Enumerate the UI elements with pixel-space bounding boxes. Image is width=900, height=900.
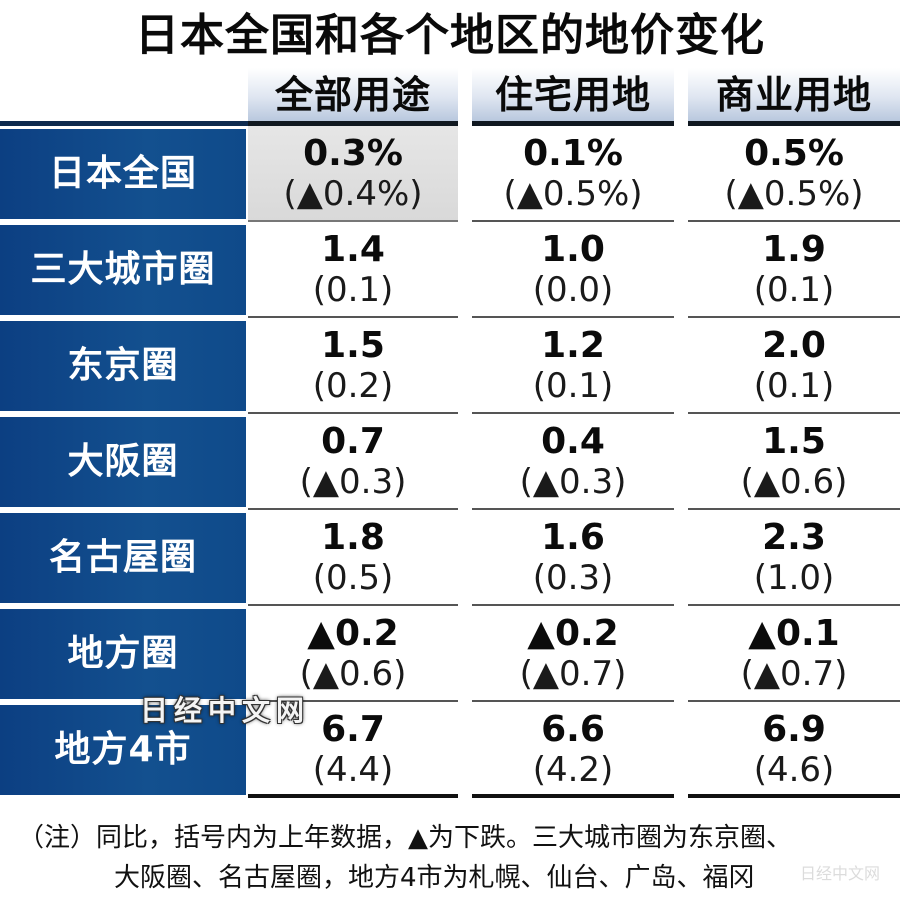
previous-value: (0.5): [312, 558, 394, 598]
table-cell: 2.3 (1.0): [688, 510, 900, 606]
current-value: 6.7: [321, 709, 385, 750]
table-cell: 1.6 (0.3): [472, 510, 674, 606]
table-cell: 0.5% (▲0.5%): [688, 126, 900, 222]
row-label: 地方圈: [0, 609, 246, 699]
watermark-logo: 日经中文网: [140, 694, 311, 727]
table-row-three-metro-areas: 三大城市圈 1.4 (0.1) 1.0 (0.0) 1.9 (0.1): [0, 222, 900, 318]
previous-value: (0.0): [532, 270, 614, 310]
current-value: ▲0.2: [307, 613, 399, 654]
table-row-regional-areas: 地方圈 ▲0.2 (▲0.6) ▲0.2 (▲0.7) ▲0.1 (▲0.7): [0, 606, 900, 702]
current-value: 1.5: [321, 325, 385, 366]
current-value: 2.3: [762, 517, 826, 558]
watermark-small: 日经中文网: [800, 864, 881, 883]
table-row-nagoya-area: 名古屋圈 1.8 (0.5) 1.6 (0.3) 2.3 (1.0): [0, 510, 900, 606]
previous-value: (▲0.7): [740, 654, 848, 694]
previous-value: (▲0.3): [299, 462, 407, 502]
current-value: ▲0.2: [527, 613, 619, 654]
column-header-residential: 住宅用地: [472, 68, 674, 126]
previous-value: (4.4): [312, 750, 394, 790]
current-value: 1.0: [541, 229, 605, 270]
current-value: 0.1%: [523, 133, 623, 174]
current-value: 0.3%: [303, 133, 403, 174]
table-cell: 0.1% (▲0.5%): [472, 126, 674, 222]
previous-value: (0.1): [532, 366, 614, 406]
previous-value: (4.6): [753, 750, 835, 790]
current-value: 2.0: [762, 325, 826, 366]
column-header-all-uses: 全部用途: [248, 68, 458, 126]
current-value: ▲0.1: [748, 613, 840, 654]
current-value: 6.6: [541, 709, 605, 750]
previous-value: (▲0.5%): [724, 174, 864, 214]
previous-value: (0.1): [312, 270, 394, 310]
table-cell: ▲0.2 (▲0.7): [472, 606, 674, 702]
table-cell: 6.7 (4.4): [248, 702, 458, 798]
footnote-line-2: 大阪圈、名古屋圈，地方4市为札幌、仙台、广岛、福冈: [114, 863, 755, 893]
current-value: 0.7: [321, 421, 385, 462]
table-cell: 1.0 (0.0): [472, 222, 674, 318]
footnote: （注）同比，括号内为上年数据，▲为下跌。三大城市圈为东京圈、 大阪圈、名古屋圈，…: [18, 818, 888, 898]
previous-value: (0.1): [753, 270, 835, 310]
previous-value: (0.1): [753, 366, 835, 406]
table-cell: 1.5 (0.2): [248, 318, 458, 414]
current-value: 1.9: [762, 229, 826, 270]
previous-value: (4.2): [532, 750, 614, 790]
current-value: 1.5: [762, 421, 826, 462]
table-row-tokyo-area: 东京圈 1.5 (0.2) 1.2 (0.1) 2.0 (0.1): [0, 318, 900, 414]
table-cell: 2.0 (0.1): [688, 318, 900, 414]
data-table: 日本全国 0.3% (▲0.4%) 0.1% (▲0.5%) 0.5% (▲0.…: [0, 126, 900, 798]
table-row-nationwide: 日本全国 0.3% (▲0.4%) 0.1% (▲0.5%) 0.5% (▲0.…: [0, 126, 900, 222]
table-cell: 1.4 (0.1): [248, 222, 458, 318]
previous-value: (1.0): [753, 558, 835, 598]
header-rule: [0, 121, 248, 126]
table-cell: 0.7 (▲0.3): [248, 414, 458, 510]
row-label: 三大城市圈: [0, 225, 246, 315]
current-value: 1.2: [541, 325, 605, 366]
row-label: 名古屋圈: [0, 513, 246, 603]
current-value: 6.9: [762, 709, 826, 750]
current-value: 0.5%: [744, 133, 844, 174]
table-row-osaka-area: 大阪圈 0.7 (▲0.3) 0.4 (▲0.3) 1.5 (▲0.6): [0, 414, 900, 510]
row-label: 日本全国: [0, 129, 246, 219]
row-label: 东京圈: [0, 321, 246, 411]
previous-value: (0.3): [532, 558, 614, 598]
previous-value: (▲0.3): [519, 462, 627, 502]
current-value: 1.6: [541, 517, 605, 558]
table-cell: 0.3% (▲0.4%): [248, 126, 458, 222]
previous-value: (▲0.6): [740, 462, 848, 502]
current-value: 1.8: [321, 517, 385, 558]
previous-value: (▲0.4%): [283, 174, 423, 214]
column-header-row: 全部用途 住宅用地 商业用地: [0, 68, 900, 126]
table-cell: ▲0.1 (▲0.7): [688, 606, 900, 702]
chart-title: 日本全国和各个地区的地价变化: [135, 10, 765, 61]
table-row-four-regional-cities: 地方4市 6.7 (4.4) 6.6 (4.2) 6.9 (4.6): [0, 702, 900, 798]
table-cell: 6.6 (4.2): [472, 702, 674, 798]
table-cell: 6.9 (4.6): [688, 702, 900, 798]
table-cell: 0.4 (▲0.3): [472, 414, 674, 510]
previous-value: (▲0.6): [299, 654, 407, 694]
footnote-line-1: （注）同比，括号内为上年数据，▲为下跌。三大城市圈为东京圈、: [18, 823, 792, 853]
previous-value: (▲0.5%): [503, 174, 643, 214]
row-label: 大阪圈: [0, 417, 246, 507]
table-cell: 1.5 (▲0.6): [688, 414, 900, 510]
row-label: 地方4市: [0, 705, 246, 795]
column-header-commercial: 商业用地: [688, 68, 900, 126]
table-cell: 1.9 (0.1): [688, 222, 900, 318]
current-value: 1.4: [321, 229, 385, 270]
previous-value: (▲0.7): [519, 654, 627, 694]
table-cell: ▲0.2 (▲0.6): [248, 606, 458, 702]
current-value: 0.4: [541, 421, 605, 462]
table-cell: 1.2 (0.1): [472, 318, 674, 414]
table-cell: 1.8 (0.5): [248, 510, 458, 606]
previous-value: (0.2): [312, 366, 394, 406]
